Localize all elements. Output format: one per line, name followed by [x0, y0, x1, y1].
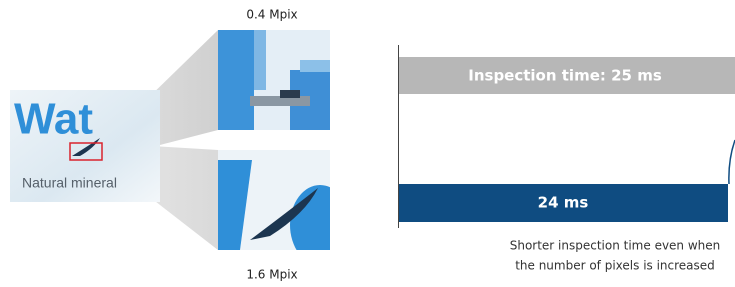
bar-label: 24 ms: [538, 194, 589, 212]
tagline-text: Natural mineral: [22, 175, 117, 191]
brand-text: Wat: [14, 95, 93, 144]
arrow: [729, 140, 735, 184]
infographic: Wat Natural mineral 0.4 Mpix 1.6 Mpix In…: [0, 0, 735, 287]
caption: the number of pixels is increased: [515, 259, 715, 273]
zoom-label: 0.4 Mpix: [246, 8, 297, 22]
caption: Shorter inspection time even when: [510, 239, 721, 253]
zoom-low-res: [218, 30, 330, 130]
zoom-label: 1.6 Mpix: [246, 268, 297, 282]
zoom-high-res: [218, 150, 350, 265]
bar-label: Inspection time: 25 ms: [468, 67, 662, 85]
product-image: Wat Natural mineral: [10, 90, 160, 202]
